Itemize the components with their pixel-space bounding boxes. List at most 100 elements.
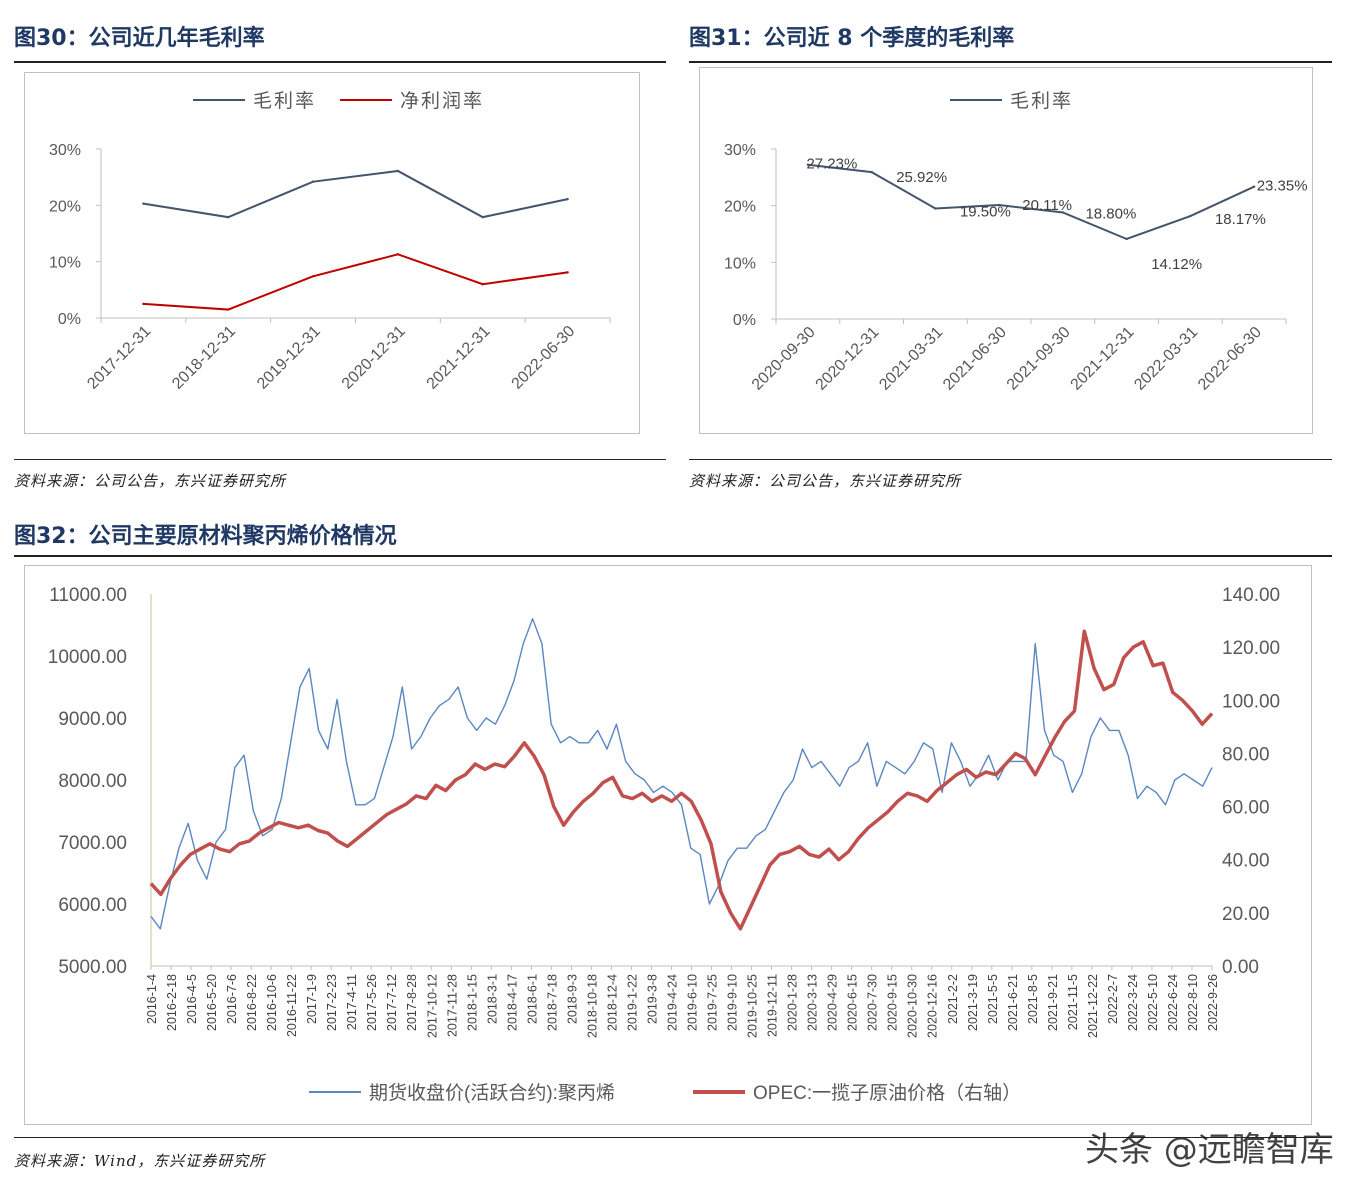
y-left-tick-label: 8000.00 <box>58 771 127 792</box>
figure-30-top-rule <box>14 61 666 63</box>
x-tick-label: 2019-10-25 <box>746 974 760 1038</box>
x-tick-label: 2018-1-15 <box>465 974 479 1031</box>
y-left-tick-label: 10000.00 <box>48 647 127 668</box>
y-left-tick-label: 5000.00 <box>58 957 127 978</box>
figure-32-chart: 5000.00 6000.00 7000.00 8000.00 9000.00 10000… <box>48 585 1280 1104</box>
y-right-tick-label: 20.00 <box>1222 904 1270 925</box>
y-left-tick-label: 7000.00 <box>58 833 127 854</box>
x-tick-label: 2020-12-31 <box>813 324 883 394</box>
x-tick-label: 2021-9-21 <box>1046 974 1060 1031</box>
series-line-1 <box>143 253 568 311</box>
x-tick-label: 2016-1-4 <box>145 974 159 1024</box>
x-tick-label: 2021-5-5 <box>986 974 1000 1024</box>
series-line-1 <box>149 629 1214 931</box>
x-tick-label: 2018-10-18 <box>585 974 599 1038</box>
x-tick-label: 2018-12-31 <box>169 323 239 393</box>
figure-31-chart-box: 0% 10% 20% 30% 2020-09-30 2020-12-31 2021-03-3… <box>699 67 1313 434</box>
data-point <box>227 215 230 219</box>
figure-30-chart: 0% 10% 20% 30% 2017-12-31 2018-12-31 2019-12-3… <box>49 90 611 393</box>
x-tick-label: 2020-09-30 <box>749 324 819 394</box>
data-point <box>481 215 484 219</box>
data-label: 23.35% <box>1257 178 1308 195</box>
legend-label-1: 净利润率 <box>400 90 484 112</box>
data-point <box>997 203 1001 207</box>
x-tick-label: 2020-1-28 <box>786 974 800 1031</box>
figure-31-top-rule <box>689 61 1332 63</box>
x-tick-label: 2021-6-21 <box>1006 974 1020 1031</box>
y-right-tick-label: 40.00 <box>1222 851 1270 872</box>
x-tick-label: 2021-8-5 <box>1026 974 1040 1024</box>
y-tick-label: 10% <box>49 255 81 272</box>
figure-31-bottom-rule <box>689 459 1332 460</box>
y-tick-label: 10% <box>724 255 756 272</box>
figure-32-top-rule <box>14 555 1332 557</box>
y-tick-label: 20% <box>724 199 756 216</box>
y-left-tick-label: 9000.00 <box>58 709 127 730</box>
x-tick-label: 2022-6-24 <box>1166 974 1180 1031</box>
x-tick-label: 2016-11-22 <box>285 974 299 1037</box>
data-point <box>1252 185 1256 188</box>
x-tick-label: 2019-4-24 <box>665 974 679 1031</box>
x-tick-label: 2017-12-31 <box>84 323 154 393</box>
legend-label-0: 毛利率 <box>1010 90 1073 112</box>
y-tick-label: 0% <box>58 311 81 328</box>
x-tick-label: 2016-7-6 <box>225 974 239 1024</box>
figure-32-chart-box: 5000.00 6000.00 7000.00 8000.00 9000.00 10000… <box>24 565 1312 1125</box>
x-tick-label: 2020-12-31 <box>339 323 409 393</box>
x-tick-label: 2018-3-1 <box>485 974 499 1024</box>
x-tick-label: 2021-12-31 <box>1068 324 1138 394</box>
x-tick-label: 2020-4-29 <box>826 974 840 1031</box>
data-point <box>1189 214 1192 218</box>
data-label: 20.11% <box>1022 197 1072 214</box>
figure-30-chart-box: 0% 10% 20% 30% 2017-12-31 2018-12-31 2019-12-3… <box>24 72 640 434</box>
data-label: 18.80% <box>1085 205 1136 222</box>
data-label: 14.12% <box>1151 256 1202 273</box>
figure-32-bottom-rule <box>14 1137 1332 1138</box>
figure-30-bottom-rule <box>14 459 666 460</box>
x-tick-label: 2020-7-30 <box>866 974 880 1031</box>
data-point <box>934 207 937 210</box>
x-tick-label: 2021-12-22 <box>1086 974 1100 1038</box>
x-tick-label: 2018-9-3 <box>565 974 579 1024</box>
y-right-tick-label: 100.00 <box>1222 691 1280 712</box>
y-right-tick-label: 140.00 <box>1222 585 1280 606</box>
figure-31-source: 资料来源：公司公告，东兴证券研究所 <box>689 472 962 490</box>
y-right-tick-label: 60.00 <box>1222 798 1270 819</box>
x-tick-label: 2017-1-9 <box>305 974 319 1024</box>
x-tick-label: 2017-4-11 <box>345 974 359 1030</box>
x-tick-label: 2020-12-16 <box>926 974 940 1038</box>
x-tick-label: 2022-8-10 <box>1186 974 1200 1031</box>
x-tick-label: 2016-4-5 <box>185 974 199 1024</box>
data-point <box>311 180 315 183</box>
x-tick-label: 2019-7-25 <box>706 974 720 1031</box>
y-tick-label: 30% <box>724 142 756 159</box>
series-line-0 <box>150 618 1213 930</box>
x-tick-label: 2017-11-28 <box>445 974 459 1037</box>
data-point <box>566 271 569 274</box>
y-right-tick-label: 0.00 <box>1222 957 1259 978</box>
data-label: 25.92% <box>896 169 947 186</box>
y-tick-label: 30% <box>49 142 81 159</box>
figure-30-title: 图30：公司近几年毛利率 <box>14 26 265 51</box>
figure-30-source: 资料来源：公司公告，东兴证券研究所 <box>14 472 287 490</box>
x-tick-label: 2017-8-28 <box>405 974 419 1031</box>
data-point <box>227 308 230 311</box>
x-tick-label: 2018-12-4 <box>605 974 619 1031</box>
watermark-text: 头条 @远瞻智库 <box>1085 1130 1334 1170</box>
x-tick-label: 2019-12-31 <box>254 323 324 393</box>
x-tick-label: 2017-2-23 <box>325 974 339 1031</box>
x-tick-label: 2021-03-31 <box>876 324 946 394</box>
x-tick-label: 2019-9-10 <box>726 974 740 1031</box>
x-tick-label: 2022-2-7 <box>1106 974 1120 1024</box>
figure-32-source: 资料来源：Wind，东兴证券研究所 <box>14 1152 266 1170</box>
x-tick-label: 2016-8-22 <box>245 974 259 1031</box>
x-tick-label: 2016-10-6 <box>265 974 279 1031</box>
x-tick-label: 2019-12-11 <box>766 974 780 1037</box>
x-tick-label: 2022-03-31 <box>1131 324 1201 394</box>
y-right-tick-label: 120.00 <box>1222 638 1280 659</box>
data-point <box>870 170 873 174</box>
x-tick-label: 2020-3-13 <box>806 974 820 1031</box>
x-tick-label: 2022-3-24 <box>1126 974 1140 1031</box>
x-tick-label: 2020-6-15 <box>846 974 860 1031</box>
legend-label-0: 期货收盘价(活跃合约):聚丙烯 <box>369 1082 615 1104</box>
